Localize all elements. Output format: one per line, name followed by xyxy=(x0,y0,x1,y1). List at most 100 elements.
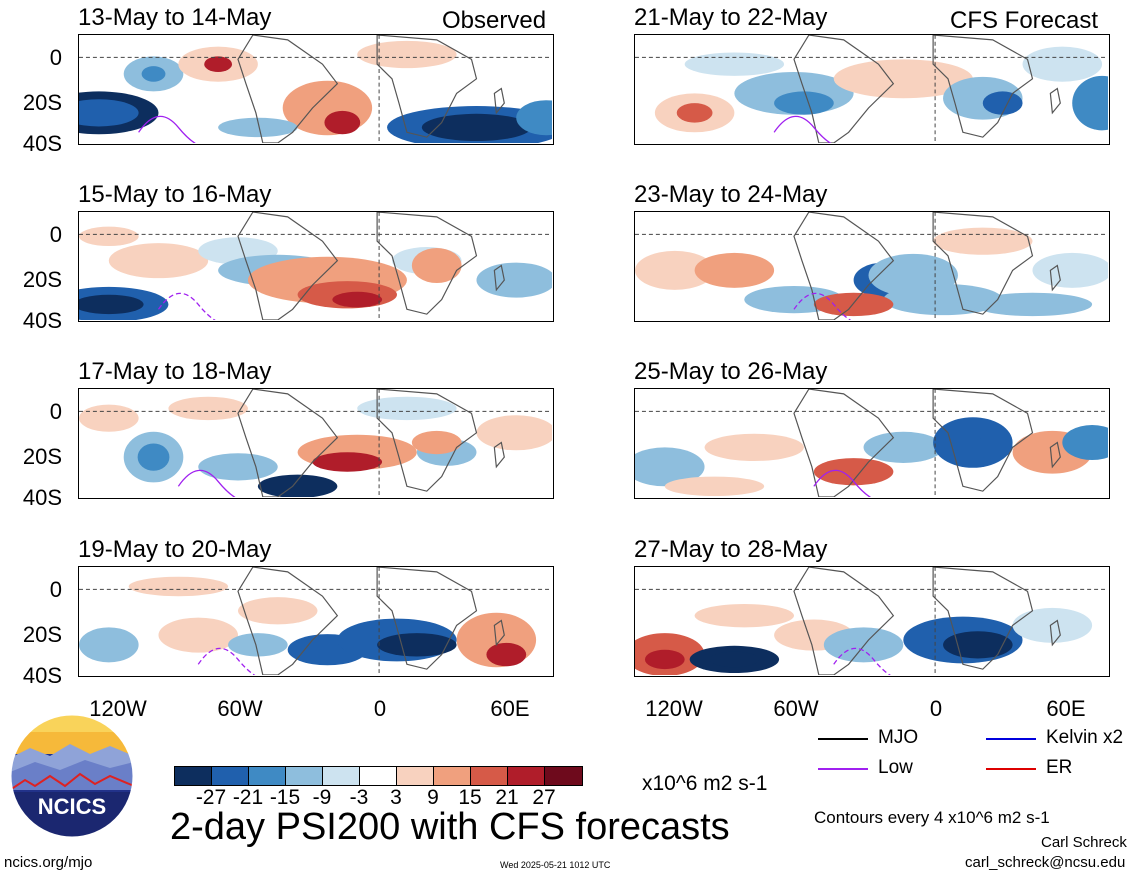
anomaly-shading xyxy=(312,452,383,472)
logo-text: NCICS xyxy=(38,794,106,819)
anomaly-shading xyxy=(237,597,318,625)
anomaly-shading xyxy=(1022,46,1103,82)
anomaly-shading xyxy=(813,292,894,317)
lat-label-0: 0 xyxy=(49,222,62,247)
map-panel-2 xyxy=(78,388,554,499)
colorbar-cell xyxy=(323,767,360,785)
coastline xyxy=(237,567,339,675)
coastline xyxy=(376,567,478,670)
coastline xyxy=(1049,87,1061,115)
coastline xyxy=(1049,619,1061,647)
anomaly-shading xyxy=(357,40,457,69)
lon-label-60e: 60E xyxy=(1046,696,1086,721)
lat-label-40s: 40S xyxy=(22,131,62,156)
low-contour xyxy=(833,647,892,675)
anomaly-shading xyxy=(823,627,904,663)
colorbar-units: x10^6 m2 s-1 xyxy=(642,772,768,795)
colorbar-cell xyxy=(286,767,323,785)
colorbar-cell xyxy=(360,767,397,785)
coastline xyxy=(1049,441,1061,469)
contour-note: Contours every 4 x10^6 m2 s-1 xyxy=(814,808,1050,827)
legend-line-kelvin xyxy=(986,738,1036,740)
colorbar-cell xyxy=(508,767,545,785)
coastline xyxy=(376,35,478,138)
anomaly-shading xyxy=(377,633,457,657)
anomaly-shading xyxy=(137,443,170,471)
colorbar-cell xyxy=(545,767,582,785)
author: Carl Schreck xyxy=(1041,834,1127,851)
anomaly-shading xyxy=(79,404,139,432)
colorbar-cell xyxy=(212,767,249,785)
coastline xyxy=(237,35,339,143)
anomaly-shading xyxy=(664,476,765,497)
anomaly-shading xyxy=(676,103,713,123)
colorbar-tick-label: -3 xyxy=(349,786,369,809)
anomaly-shading xyxy=(421,113,532,142)
colorbar-tick-label: 9 xyxy=(427,786,439,809)
legend-label-er: ER xyxy=(1046,757,1073,778)
lat-label-20s: 20S xyxy=(22,622,62,647)
anomaly-shading xyxy=(228,633,288,657)
anomaly-shading xyxy=(704,433,804,461)
anomaly-shading xyxy=(644,649,685,670)
map-panel-3 xyxy=(78,566,554,677)
panel-title-6: 25-May to 26-May xyxy=(634,358,828,385)
lat-label-0: 0 xyxy=(49,45,62,70)
anomaly-shading xyxy=(357,396,457,421)
anomaly-shading xyxy=(1012,607,1093,643)
coastline xyxy=(793,567,895,675)
lat-label-40s: 40S xyxy=(22,308,62,333)
coastline xyxy=(376,389,478,492)
colorbar xyxy=(174,766,583,786)
anomaly-shading xyxy=(972,292,1093,317)
colorbar-tick-label: -9 xyxy=(312,786,332,809)
anomaly-shading xyxy=(108,243,209,279)
coastline xyxy=(932,567,1034,670)
colorbar-tick-label: 3 xyxy=(390,786,402,809)
anomaly-shading xyxy=(476,415,552,451)
anomaly-shading xyxy=(486,642,527,667)
colorbar-cell xyxy=(471,767,508,785)
anomaly-shading xyxy=(694,603,794,628)
anomaly-shading xyxy=(79,226,139,247)
panel-tag-observed: Observed xyxy=(442,7,547,34)
colorbar-cell xyxy=(434,767,471,785)
anomaly-shading xyxy=(324,110,361,135)
legend-label-kelvin: Kelvin x2 xyxy=(1046,727,1124,748)
anomaly-shading xyxy=(411,248,462,284)
anomaly-shading xyxy=(972,435,1013,460)
legend-line-mjo xyxy=(818,738,868,740)
low-contour xyxy=(177,469,236,497)
panel-title-1: 15-May to 16-May xyxy=(78,181,272,208)
map-panel-7 xyxy=(634,566,1110,677)
coastline xyxy=(793,35,895,143)
map-panel-5 xyxy=(634,211,1110,322)
colorbar-tick-label: 27 xyxy=(532,786,556,809)
colorbar-cell xyxy=(249,767,286,785)
lat-label-40s: 40S xyxy=(22,485,62,510)
lat-label-20s: 20S xyxy=(22,444,62,469)
legend-line-low xyxy=(818,768,868,770)
lon-label-60w: 60W xyxy=(217,696,263,721)
anomaly-shading xyxy=(635,250,715,290)
anomaly-shading xyxy=(198,453,278,481)
coastline xyxy=(493,441,505,469)
anomaly-shading xyxy=(332,291,383,308)
colorbar-tick-label: 15 xyxy=(458,786,482,809)
anomaly-shading xyxy=(774,91,834,115)
low-contour xyxy=(813,469,872,497)
map-panel-4 xyxy=(634,34,1110,145)
map-panel-1 xyxy=(78,211,554,322)
low-contour xyxy=(138,115,196,143)
coastline xyxy=(237,212,339,320)
anomaly-shading xyxy=(709,651,760,668)
lon-label-120w: 120W xyxy=(645,696,703,721)
panel-title-0: 13-May to 14-May xyxy=(78,4,272,31)
panel-title-3: 19-May to 20-May xyxy=(78,536,272,563)
anomaly-shading xyxy=(813,458,894,486)
anomaly-shading xyxy=(933,227,1033,255)
anomaly-shading xyxy=(128,576,229,597)
anomaly-shading xyxy=(1062,425,1108,461)
panel-title-4: 21-May to 22-May xyxy=(634,4,828,31)
anomaly-shading xyxy=(635,447,705,487)
